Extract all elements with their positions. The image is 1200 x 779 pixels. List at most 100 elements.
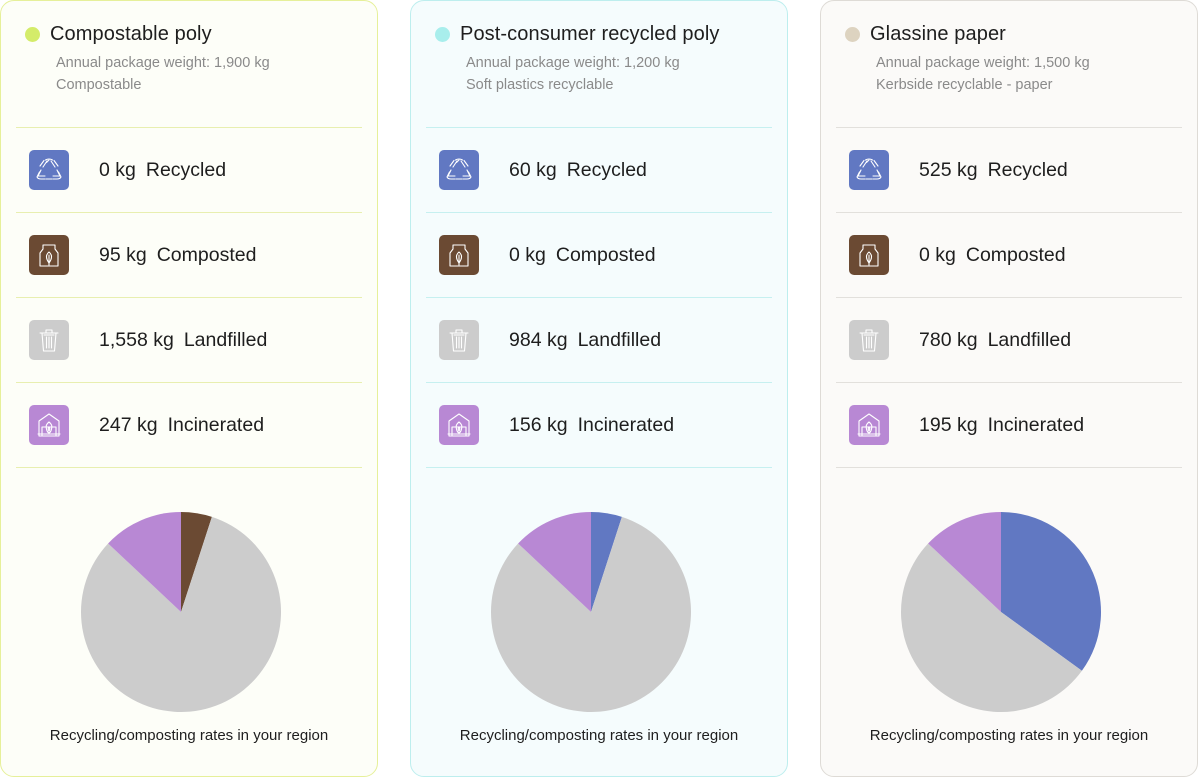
compost-bag-icon [29, 235, 69, 275]
pie-caption: Recycling/composting rates in your regio… [869, 727, 1149, 744]
incinerator-icon [849, 405, 889, 445]
divider [16, 467, 362, 468]
stat-row-incinerated: 247 kg Incinerated [29, 404, 264, 446]
stat-row-incinerated: 195 kg Incinerated [849, 404, 1084, 446]
trash-bin-icon [439, 320, 479, 360]
compost-bag-icon [439, 235, 479, 275]
stat-row-composted: 95 kg Composted [29, 234, 256, 276]
stat-label: Recycled [566, 158, 647, 181]
divider [16, 127, 362, 128]
pie-slice-recycled [1001, 512, 1101, 671]
disposal-pie-chart [900, 512, 1101, 713]
packaging-card: Post-consumer recycled poly Annual packa… [410, 0, 788, 777]
stat-row-incinerated: 156 kg Incinerated [439, 404, 674, 446]
stat-text: 525 kg Recycled [919, 159, 1068, 182]
stat-label: Landfilled [183, 328, 268, 351]
divider [426, 212, 772, 213]
card-header: Glassine paper Annual package weight: 1,… [845, 23, 1187, 96]
packaging-card: Compostable poly Annual package weight: … [0, 0, 378, 777]
stat-row-landfilled: 984 kg Landfilled [439, 319, 661, 361]
card-header: Compostable poly Annual package weight: … [25, 23, 367, 96]
pie-slice-landfilled [900, 543, 1082, 713]
disposal-type: Compostable [56, 77, 142, 93]
stat-text: 0 kg Recycled [99, 159, 226, 182]
stat-label: Recycled [987, 158, 1068, 181]
divider [426, 297, 772, 298]
divider [836, 127, 1182, 128]
recycle-icon [29, 150, 69, 190]
disposal-pie-chart [80, 512, 281, 712]
recycle-icon [439, 150, 479, 190]
card-title: Glassine paper [870, 23, 1006, 45]
divider [16, 297, 362, 298]
stat-text: 0 kg Composted [919, 244, 1066, 267]
pie-slice-landfilled [491, 516, 691, 712]
pie-slice-incinerated [518, 512, 591, 612]
stat-text: 60 kg Recycled [509, 159, 647, 182]
stat-text: 95 kg Composted [99, 244, 256, 267]
incinerator-icon [29, 405, 69, 445]
stat-label: Landfilled [987, 328, 1072, 351]
stat-row-landfilled: 1,558 kg Landfilled [29, 319, 267, 361]
stat-text: 984 kg Landfilled [509, 329, 661, 352]
stat-label: Composted [555, 243, 656, 266]
incinerator-icon [439, 405, 479, 445]
stat-amount: 1,558 kg [99, 328, 174, 351]
pie-slice-incinerated [928, 512, 1001, 612]
trash-bin-icon [849, 320, 889, 360]
divider [426, 127, 772, 128]
stat-label: Incinerated [167, 413, 265, 436]
material-dot [435, 27, 450, 42]
annual-weight: Annual package weight: 1,500 kg [876, 55, 1090, 71]
stat-amount: 156 kg [509, 413, 568, 436]
divider [836, 467, 1182, 468]
packaging-card: Glassine paper Annual package weight: 1,… [820, 0, 1198, 777]
divider [836, 212, 1182, 213]
card-header: Post-consumer recycled poly Annual packa… [435, 23, 777, 96]
stat-row-recycled: 525 kg Recycled [849, 149, 1068, 191]
stat-text: 247 kg Incinerated [99, 414, 264, 437]
material-dot [845, 27, 860, 42]
recycle-icon [849, 150, 889, 190]
pie-caption: Recycling/composting rates in your regio… [459, 727, 739, 744]
stat-label: Incinerated [987, 413, 1085, 436]
stat-text: 195 kg Incinerated [919, 414, 1084, 437]
stat-amount: 984 kg [509, 328, 568, 351]
annual-weight: Annual package weight: 1,900 kg [56, 55, 270, 71]
material-dot [25, 27, 40, 42]
stat-text: 1,558 kg Landfilled [99, 329, 267, 352]
stat-row-recycled: 60 kg Recycled [439, 149, 647, 191]
stat-amount: 60 kg [509, 158, 557, 181]
divider [16, 382, 362, 383]
stat-amount: 780 kg [919, 328, 978, 351]
trash-bin-icon [29, 320, 69, 360]
stat-amount: 525 kg [919, 158, 978, 181]
annual-weight: Annual package weight: 1,200 kg [466, 55, 680, 71]
stat-label: Landfilled [577, 328, 662, 351]
divider [836, 297, 1182, 298]
stat-text: 780 kg Landfilled [919, 329, 1071, 352]
divider [426, 467, 772, 468]
stat-amount: 95 kg [99, 243, 147, 266]
disposal-type: Soft plastics recyclable [466, 77, 614, 93]
stat-label: Incinerated [577, 413, 675, 436]
pie-slice-incinerated [108, 512, 181, 612]
compost-bag-icon [849, 235, 889, 275]
stat-row-composted: 0 kg Composted [849, 234, 1066, 276]
stat-amount: 195 kg [919, 413, 978, 436]
disposal-type: Kerbside recyclable - paper [876, 77, 1053, 93]
divider [16, 212, 362, 213]
disposal-pie-chart [491, 512, 691, 712]
card-title: Compostable poly [50, 23, 212, 45]
stat-amount: 0 kg [99, 158, 136, 181]
pie-caption: Recycling/composting rates in your regio… [49, 727, 329, 744]
stat-amount: 0 kg [509, 243, 546, 266]
stat-text: 156 kg Incinerated [509, 414, 674, 437]
stat-label: Composted [156, 243, 257, 266]
card-title: Post-consumer recycled poly [460, 23, 720, 45]
stat-row-composted: 0 kg Composted [439, 234, 656, 276]
pie-slice-composted [181, 512, 212, 612]
divider [836, 382, 1182, 383]
stat-amount: 247 kg [99, 413, 158, 436]
stat-label: Recycled [145, 158, 227, 181]
